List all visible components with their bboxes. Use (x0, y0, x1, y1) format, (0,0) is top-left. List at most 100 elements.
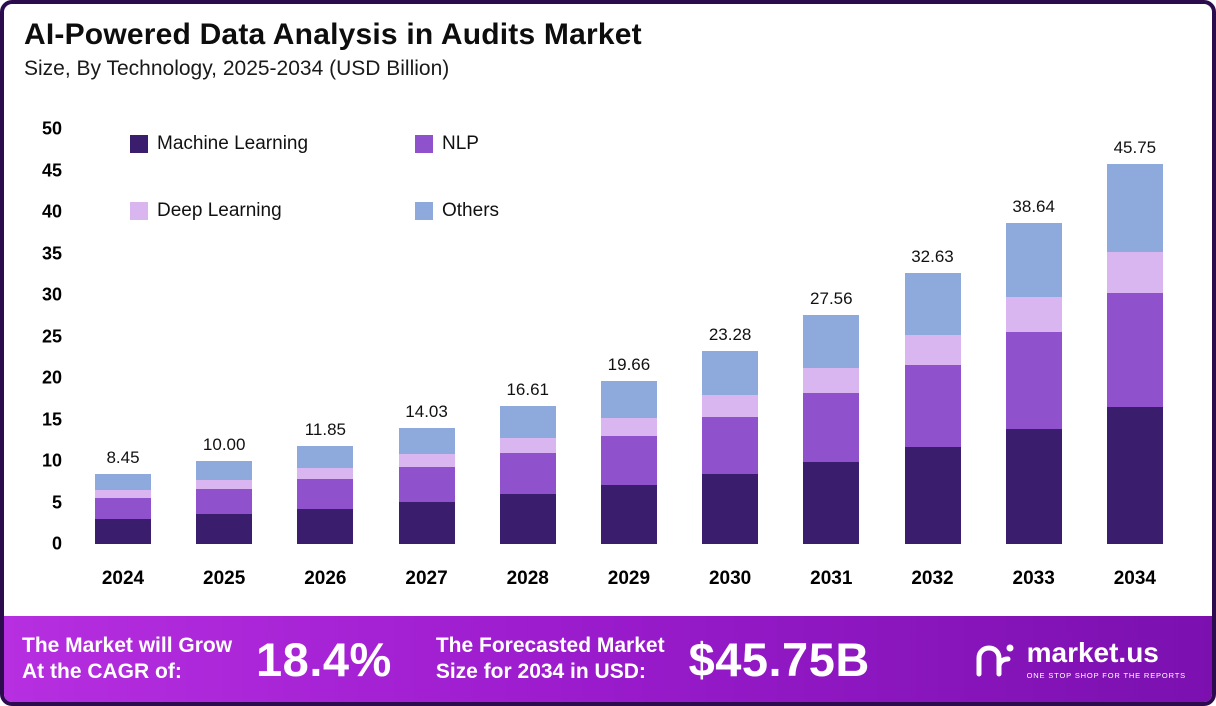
bar-total-label: 27.56 (810, 289, 853, 309)
bar-segment-deep_learning (398, 454, 455, 468)
bar-segment-others (702, 350, 759, 396)
bar-segment-others (95, 473, 151, 491)
x-axis-label: 2025 (203, 568, 246, 589)
stacked-bar (702, 350, 759, 544)
y-axis-tick: 35 (41, 243, 62, 263)
bar-segment-deep_learning (196, 480, 253, 490)
bar-segment-nlp (499, 453, 556, 495)
bar-segment-deep_learning (702, 395, 759, 417)
cagr-label-line1: The Market will Grow (22, 634, 233, 658)
y-axis-tick: 40 (41, 201, 62, 222)
bar-segment-deep_learning (1106, 251, 1163, 294)
cagr-label: The Market will Grow At the CAGR of: (22, 633, 232, 684)
bar-column: 16.61 2028 (499, 380, 557, 589)
bar-segment-others (297, 445, 354, 469)
legend-item-others: Others (415, 200, 499, 222)
bar-column: 10.00 2025 (195, 435, 253, 589)
y-axis: 0 5 10 15 20 25 30 35 40 45 50 (24, 119, 72, 554)
stacked-bar (904, 273, 961, 544)
bar-segment-deep_learning (499, 437, 556, 454)
legend-swatch (130, 135, 148, 153)
legend-item-deep_learning: Deep Learning (130, 200, 415, 222)
bar-column: 27.56 2031 (802, 289, 860, 589)
bar-segment-machine_learning (702, 474, 759, 544)
bar-segment-others (398, 427, 455, 455)
bar-segment-machine_learning (499, 494, 556, 544)
bar-segment-nlp (702, 416, 759, 475)
bar-segment-others (1005, 223, 1062, 298)
stacked-bar (1005, 223, 1062, 544)
y-axis-tick: 25 (41, 326, 62, 346)
chart-title: AI-Powered Data Analysis in Audits Marke… (24, 18, 642, 51)
bar-segment-others (499, 406, 556, 438)
bar-segment-machine_learning (1005, 428, 1062, 544)
bar-total-label: 8.45 (106, 447, 140, 467)
x-axis-label: 2031 (810, 568, 853, 589)
legend-item-machine_learning: Machine Learning (130, 133, 415, 155)
legend: Machine Learning NLP Deep Learning Others (130, 133, 499, 222)
logo-text: market.us (1026, 636, 1159, 668)
x-axis-label: 2026 (304, 568, 347, 589)
bar-segment-nlp (803, 393, 860, 462)
y-axis-tick: 50 (41, 118, 62, 139)
market-us-logo: market.us ONE STOP SHOP FOR THE REPORTS (971, 636, 1186, 682)
bar-segment-deep_learning (95, 490, 151, 498)
bar-total-label: 38.64 (1012, 197, 1055, 217)
bar-segment-machine_learning (803, 461, 860, 544)
bars-container: Machine Learning NLP Deep Learning Others 8… (72, 129, 1190, 589)
bar-total-label: 16.61 (506, 380, 550, 400)
bar-segment-machine_learning (297, 508, 354, 544)
stacked-bar (1106, 164, 1163, 544)
bar-column: 8.45 2024 (94, 447, 152, 589)
bar-total-label: 14.03 (405, 401, 448, 421)
stacked-bar (95, 473, 151, 544)
bar-segment-deep_learning (904, 335, 961, 366)
bar-total-label: 11.85 (304, 419, 347, 439)
bar-segment-others (600, 380, 657, 419)
forecast-label-line1: The Forecasted Market (435, 634, 665, 658)
bar-segment-machine_learning (904, 446, 961, 544)
forecast-value: $45.75B (688, 632, 870, 686)
bar-segment-deep_learning (297, 468, 354, 480)
bar-column: 23.28 2030 (701, 325, 759, 589)
plot-area: 0 5 10 15 20 25 30 35 40 45 50 Machine Learning NLP… (24, 119, 1190, 589)
bar-segment-nlp (297, 479, 354, 509)
bar-column: 32.63 2032 (904, 247, 962, 589)
bar-segment-nlp (1005, 332, 1062, 429)
bar-segment-others (196, 461, 253, 481)
bar-segment-others (904, 273, 961, 336)
bar-column: 38.64 2033 (1005, 197, 1063, 589)
bar-segment-others (1106, 164, 1163, 252)
bar-segment-nlp (95, 497, 151, 519)
legend-label: Others (442, 200, 500, 221)
bar-segment-nlp (196, 489, 253, 515)
x-axis-label: 2024 (101, 568, 145, 589)
bar-column: 11.85 2026 (296, 419, 354, 589)
market-us-logo-icon (976, 644, 1014, 677)
bar-total-label: 32.63 (911, 247, 954, 267)
legend-swatch (415, 135, 433, 153)
bar-total-label: 10.00 (202, 435, 246, 455)
bar-segment-machine_learning (398, 502, 455, 544)
stacked-bar (499, 406, 556, 544)
bar-total-label: 45.75 (1113, 138, 1157, 158)
x-axis-label: 2030 (708, 568, 752, 589)
bar-segment-nlp (904, 365, 961, 447)
bar-segment-machine_learning (1106, 407, 1163, 544)
bar-column: 19.66 2029 (600, 355, 658, 589)
logo-tagline: ONE STOP SHOP FOR THE REPORTS (1026, 670, 1186, 680)
cagr-value: 18.4% (256, 632, 392, 686)
chart-section: AI-Powered Data Analysis in Audits Marke… (4, 4, 1212, 616)
forecast-label: The Forecasted Market Size for 2034 in U… (436, 633, 665, 684)
y-axis-tick: 30 (41, 284, 62, 305)
x-axis-label: 2032 (911, 568, 954, 589)
bar-column: 14.03 2027 (398, 401, 456, 589)
x-axis-label: 2029 (607, 568, 651, 589)
x-axis-label: 2033 (1012, 568, 1055, 589)
legend-label: Machine Learning (157, 133, 309, 154)
x-axis-label: 2034 (1113, 568, 1157, 589)
bar-segment-deep_learning (1005, 297, 1062, 333)
x-axis-label: 2027 (405, 568, 448, 589)
y-axis-tick: 0 (51, 533, 62, 554)
